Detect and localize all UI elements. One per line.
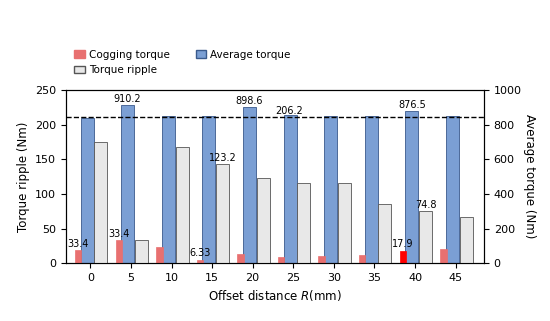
Bar [75, 250, 81, 263]
Bar [419, 211, 432, 263]
Bar [298, 184, 310, 263]
Bar [156, 247, 163, 263]
Bar [324, 116, 337, 263]
Bar [378, 204, 392, 263]
Bar [338, 184, 351, 263]
Text: 17.9: 17.9 [392, 239, 414, 249]
Bar [243, 108, 256, 263]
Bar [162, 116, 175, 263]
Bar [400, 251, 406, 263]
Y-axis label: Average torque (Nm): Average torque (Nm) [522, 114, 536, 239]
Bar [216, 164, 229, 263]
Bar [175, 147, 189, 263]
Legend: Cogging torque, Torque ripple, Average torque: Cogging torque, Torque ripple, Average t… [71, 47, 294, 78]
Bar [81, 117, 94, 263]
Bar [197, 260, 203, 263]
Y-axis label: Torque ripple (Nm): Torque ripple (Nm) [16, 121, 30, 232]
Bar [121, 105, 134, 263]
Bar [278, 257, 284, 263]
Bar [440, 249, 447, 263]
X-axis label: Offset distance $R$(mm): Offset distance $R$(mm) [208, 289, 342, 303]
Bar [359, 255, 366, 263]
Text: 33.4: 33.4 [68, 239, 89, 249]
Bar [202, 116, 216, 263]
Text: 74.8: 74.8 [415, 200, 436, 210]
Bar [365, 116, 378, 263]
Bar [116, 240, 122, 263]
Bar [135, 240, 148, 263]
Bar [318, 256, 325, 263]
Text: 898.6: 898.6 [236, 96, 263, 106]
Text: 876.5: 876.5 [398, 100, 426, 110]
Bar [405, 111, 418, 263]
Bar [460, 217, 472, 263]
Bar [257, 178, 270, 263]
Text: 33.4: 33.4 [108, 229, 129, 239]
Text: 6.33: 6.33 [189, 248, 211, 258]
Text: 206.2: 206.2 [275, 106, 302, 116]
Text: 910.2: 910.2 [114, 94, 141, 104]
Bar [283, 115, 296, 263]
Bar [237, 254, 244, 263]
Bar [95, 142, 107, 263]
Bar [446, 116, 459, 263]
Text: 123.2: 123.2 [209, 153, 236, 163]
